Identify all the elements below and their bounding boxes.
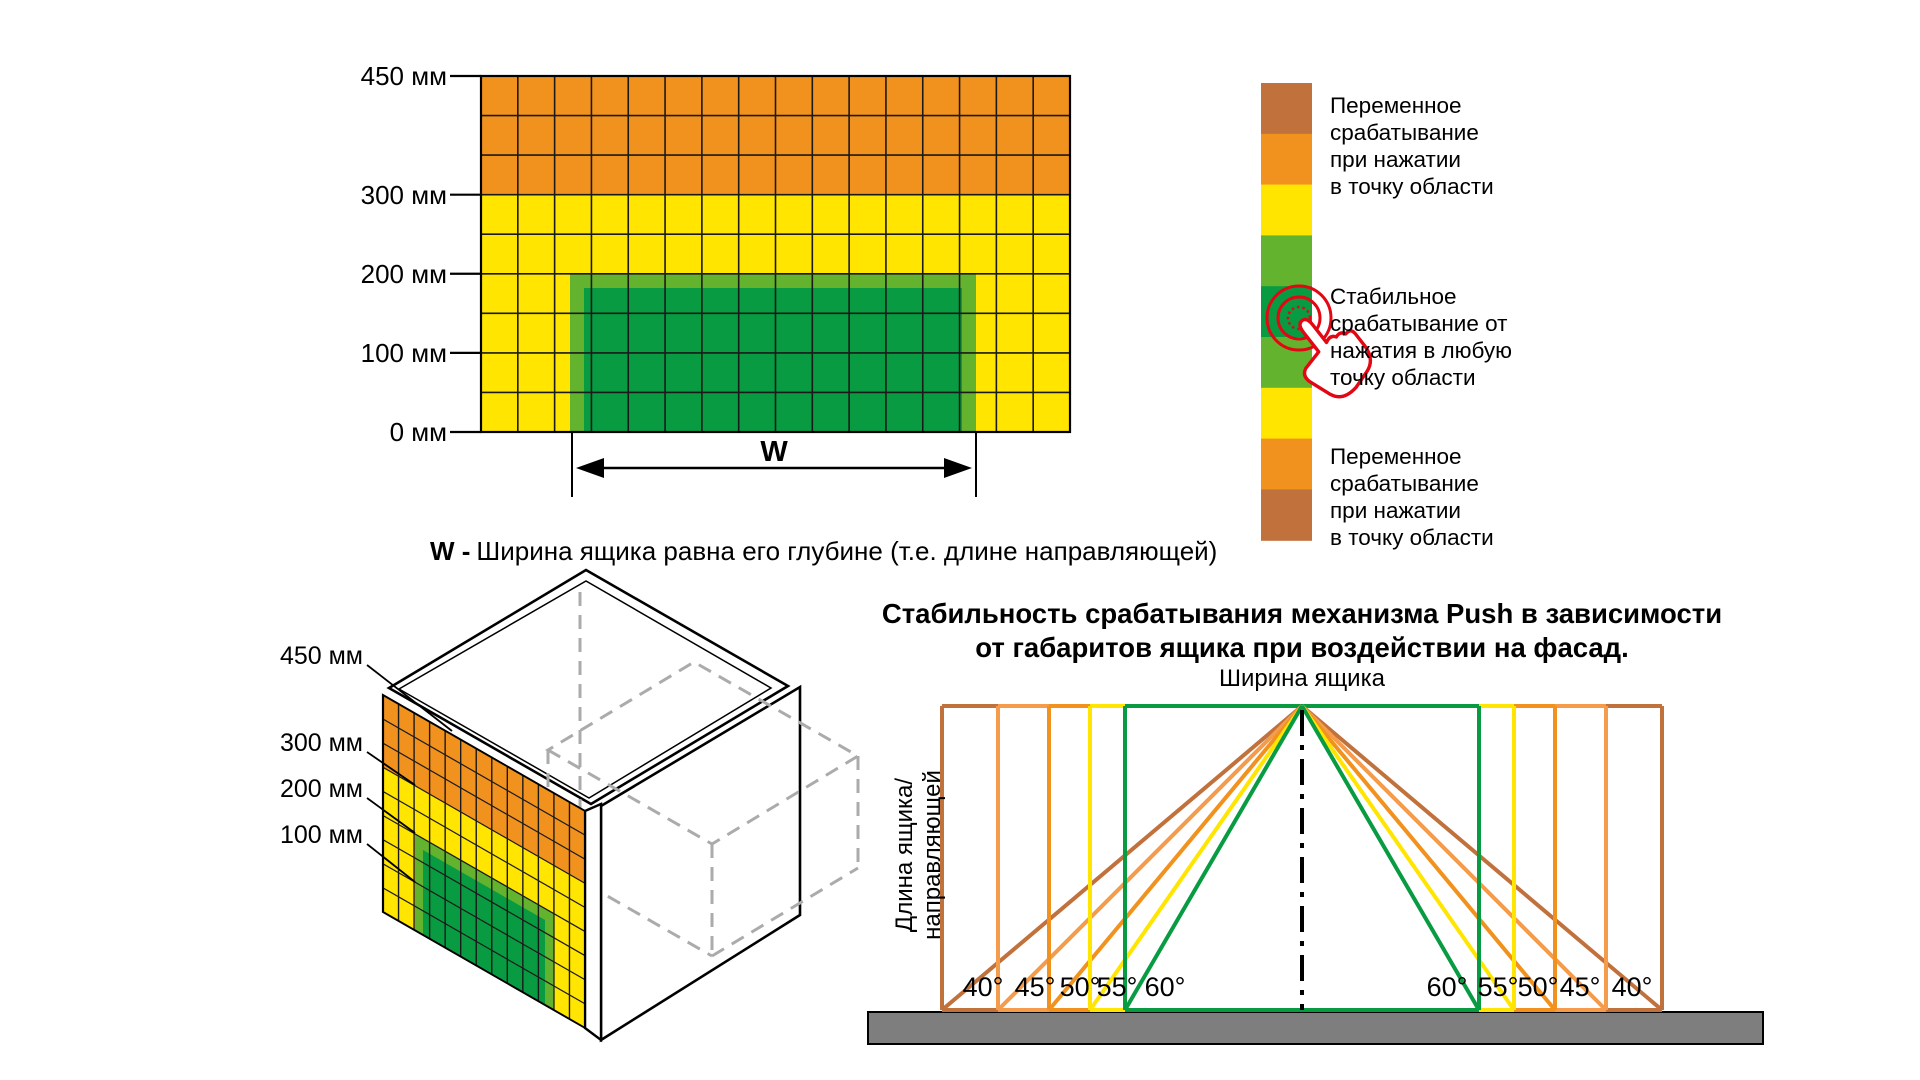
chart-title-line1: Стабильность срабатывания механизма Push… bbox=[881, 598, 1723, 629]
chart-angle-label-left: 45° bbox=[1014, 972, 1056, 1002]
w-dimension-label: W bbox=[760, 436, 788, 468]
chart-title-line2: от габаритов ящика при воздействии на фа… bbox=[975, 632, 1629, 663]
grid-axis-label: 100 мм bbox=[360, 337, 447, 368]
push-stability-chart bbox=[867, 704, 1764, 1045]
grid-axis-label: 200 мм bbox=[360, 258, 447, 289]
w-caption: W - Ширина ящика равна его глубине (т.е. … bbox=[430, 536, 1217, 567]
chart-angle-label-left: 55° bbox=[1096, 972, 1138, 1002]
chart-top-axis-label: Ширина ящика bbox=[1219, 665, 1385, 692]
chart-title: Стабильность срабатывания механизма Push… bbox=[830, 597, 1774, 665]
iso-axis-label: 200 мм bbox=[279, 775, 363, 803]
legend-stable-response: Стабильное срабатывание от нажатия в люб… bbox=[1330, 284, 1513, 390]
chart-angle-label-right: 50° bbox=[1517, 972, 1559, 1002]
chart-angle-label-right: 60° bbox=[1426, 972, 1468, 1002]
drawer-front-grid bbox=[381, 693, 587, 1030]
chart-y-axis-label: Длина ящика/направляющей bbox=[891, 770, 946, 940]
chart-angle-label-right: 45° bbox=[1559, 972, 1601, 1002]
chart-angle-label-left: 50° bbox=[1059, 972, 1101, 1002]
press-hand-icon bbox=[1265, 284, 1373, 399]
grid-axis-label: 450 мм bbox=[360, 61, 447, 91]
chart-angle-label-left: 60° bbox=[1144, 972, 1186, 1002]
grid-axis-label: 300 мм bbox=[360, 179, 447, 210]
zone-grid bbox=[450, 74, 1072, 497]
chart-angle-label-right: 40° bbox=[1611, 972, 1653, 1002]
iso-axis-label: 450 мм bbox=[279, 642, 363, 670]
legend-variable-response-bottom: Переменное срабатывание при нажатии в то… bbox=[1330, 444, 1494, 550]
legend-variable-response-top: Переменное срабатывание при нажатии в то… bbox=[1330, 93, 1494, 199]
iso-axis-label: 300 мм bbox=[279, 729, 363, 757]
w-caption-bold: W - bbox=[430, 536, 471, 566]
drawer-isometric bbox=[366, 568, 861, 1043]
grid-axis-label: 0 мм bbox=[389, 417, 447, 447]
chart-angle-label-left: 40° bbox=[962, 972, 1004, 1002]
w-caption-text: Ширина ящика равна его глубине (т.е. дли… bbox=[476, 536, 1218, 566]
iso-axis-label: 100 мм bbox=[279, 821, 363, 849]
chart-angle-label-right: 55° bbox=[1477, 972, 1519, 1002]
